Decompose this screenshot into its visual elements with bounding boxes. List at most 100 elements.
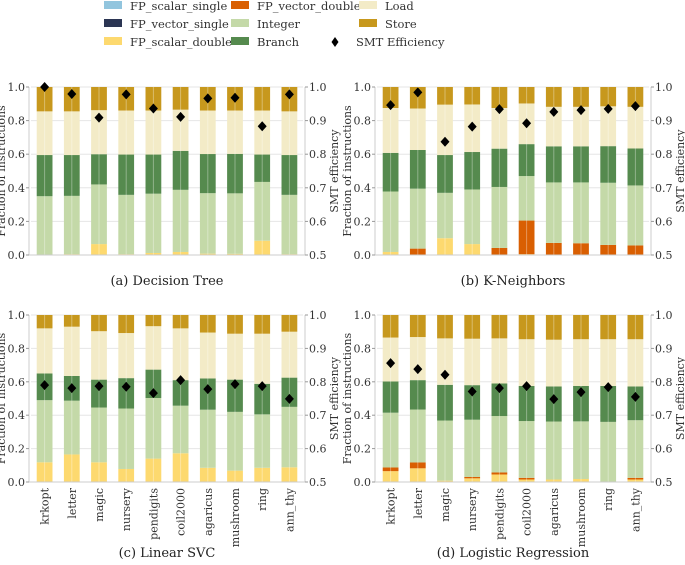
bar-segment	[172, 87, 189, 110]
bar-segment	[573, 421, 589, 479]
bar-stack	[573, 87, 589, 255]
bar-segment	[281, 111, 298, 156]
x-tick-label: letter	[412, 487, 425, 518]
bar-stack	[254, 87, 271, 255]
bar-stack	[91, 87, 107, 255]
bar-segment	[627, 477, 644, 480]
bar-stack	[199, 315, 216, 482]
bar-segment	[600, 146, 617, 183]
y-tick-label: 0.2	[8, 215, 26, 228]
bar-segment	[227, 333, 243, 380]
bar-segment	[382, 412, 399, 468]
bar-segment	[382, 108, 399, 153]
smt-efficiency-point	[386, 358, 396, 369]
bar-stack	[464, 87, 481, 255]
smt-efficiency-point	[121, 381, 131, 392]
bar-segment	[145, 87, 162, 111]
bar-segment	[573, 478, 589, 482]
bar-segment	[518, 220, 535, 255]
bar-segment	[281, 406, 298, 468]
bar-segment	[409, 248, 426, 255]
bar-segment	[600, 87, 617, 107]
bar-segment	[437, 384, 453, 421]
smt-efficiency-point	[413, 364, 423, 375]
smt-efficiency-point	[522, 381, 532, 392]
legend-label: FP_scalar_single	[130, 0, 227, 13]
y-tick-label: 1.0	[354, 309, 372, 322]
bar-stack	[254, 315, 271, 482]
bar-segment	[91, 462, 107, 482]
bar-segment	[573, 243, 589, 255]
y-tick-label: 0.0	[8, 249, 26, 262]
legend-swatch	[359, 19, 377, 27]
bar-segment	[437, 104, 453, 156]
bar-segment	[227, 110, 243, 154]
smt-efficiency-point	[494, 104, 504, 115]
bar-stack	[437, 315, 453, 482]
bar-segment	[63, 87, 80, 112]
bar-segment	[281, 194, 298, 255]
bar-stack	[409, 87, 426, 255]
y2-tick-label: 0.8	[309, 376, 327, 389]
bar-segment	[437, 315, 453, 339]
bar-stack	[281, 315, 298, 482]
smt-efficiency-point	[603, 382, 613, 393]
bar-segment	[464, 385, 481, 420]
bar-segment	[545, 146, 562, 183]
bar-segment	[491, 315, 508, 339]
bar-segment	[382, 152, 399, 192]
bar-segment	[227, 379, 243, 412]
bar-segment	[172, 328, 189, 381]
y-tick-label: 1.0	[8, 81, 26, 94]
bar-segment	[382, 381, 399, 413]
smt-efficiency-point	[284, 89, 294, 100]
y2-tick-label: 0.7	[309, 182, 327, 195]
bar-segment	[254, 154, 271, 182]
bar-stack	[409, 315, 426, 482]
bar-segment	[91, 315, 107, 332]
bar-stack	[491, 87, 508, 255]
bar-segment	[118, 194, 135, 255]
bar-stack	[382, 87, 399, 255]
x-tick-label: ring	[602, 488, 615, 511]
legend-swatch	[231, 1, 249, 9]
x-tick-label: mushroom	[575, 487, 588, 547]
x-tick-label: magic	[93, 488, 106, 522]
x-tick-label: nursery	[120, 487, 133, 531]
bar-stack	[281, 87, 298, 255]
bar-segment	[600, 182, 617, 245]
bar-segment	[254, 467, 271, 482]
bar-segment	[518, 87, 535, 104]
smt-efficiency-point	[549, 394, 559, 405]
bar-segment	[118, 315, 135, 334]
bar-segment	[464, 244, 481, 255]
bar-segment	[63, 326, 80, 376]
y-tick-label: 0.4	[8, 182, 26, 195]
bar-segment	[464, 478, 481, 482]
bar-stack	[36, 87, 53, 255]
x-tick-label: krkopt	[385, 487, 398, 524]
bar-segment	[199, 332, 216, 379]
bar-stack	[464, 315, 481, 482]
bar-segment	[145, 252, 162, 255]
bar-segment	[172, 109, 189, 151]
legend-label: Load	[385, 0, 414, 13]
x-tick-label: letter	[66, 487, 79, 518]
y-axis-label: Fraction of instructions	[341, 332, 354, 464]
bar-segment	[464, 189, 481, 245]
bar-segment	[409, 380, 426, 410]
bar-segment	[491, 472, 508, 475]
y2-tick-label: 0.8	[655, 376, 673, 389]
y2-tick-label: 1.0	[655, 81, 673, 94]
bar-segment	[627, 87, 644, 107]
x-tick-label: ann_thy	[283, 487, 296, 532]
bar-segment	[36, 196, 53, 255]
bar-segment	[281, 155, 298, 195]
y-axis-label: Fraction of instructions	[0, 332, 8, 464]
y-tick-label: 0.8	[354, 342, 372, 355]
bar-segment	[227, 315, 243, 334]
bar-stack	[227, 315, 243, 482]
y2-tick-label: 0.6	[309, 215, 327, 228]
bar-segment	[145, 458, 162, 482]
smt-efficiency-point	[257, 121, 267, 132]
